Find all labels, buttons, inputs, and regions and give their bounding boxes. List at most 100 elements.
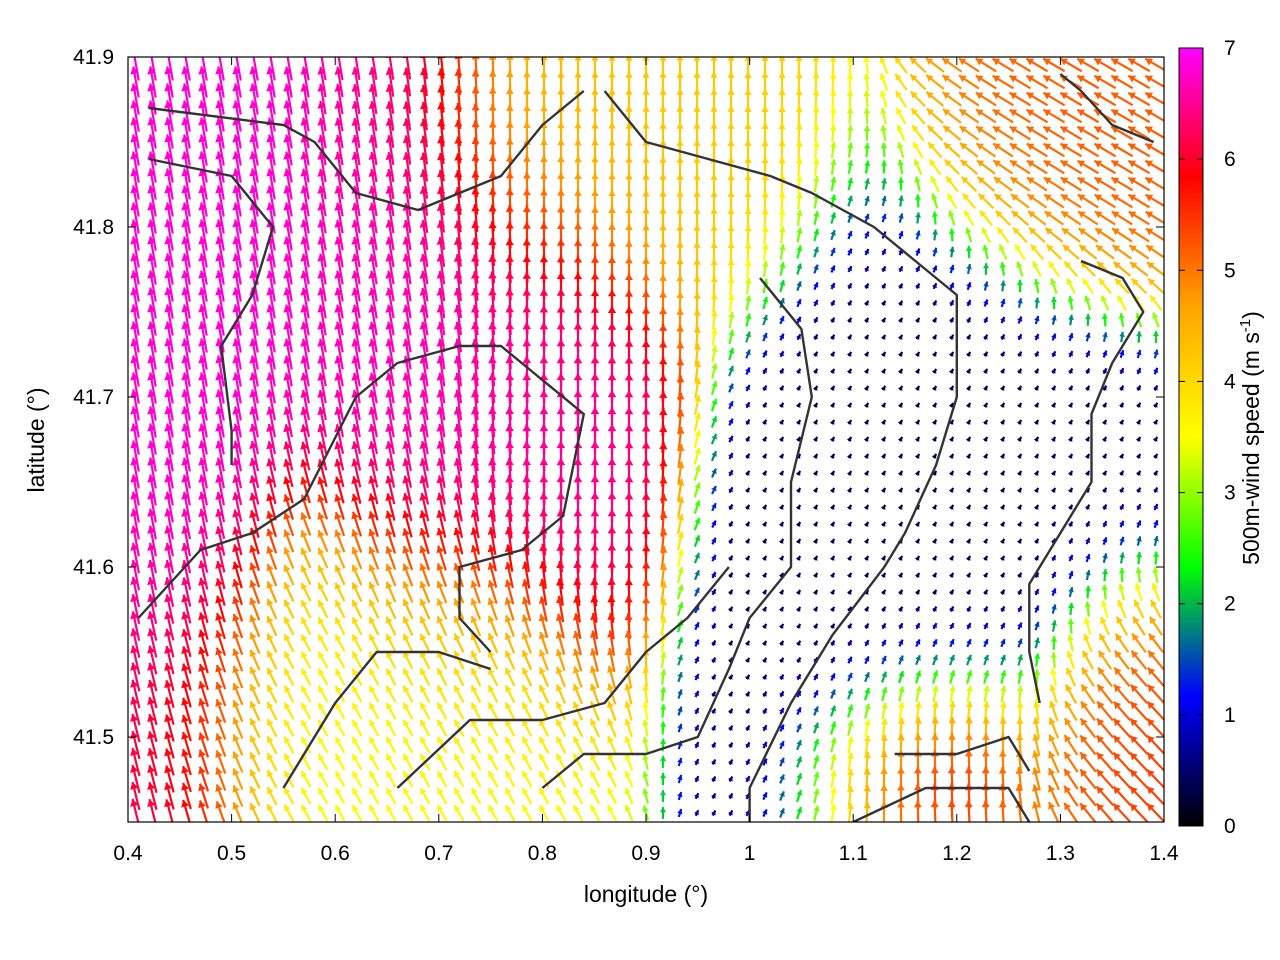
wind-arrow xyxy=(385,118,395,148)
wind-arrow xyxy=(402,169,412,199)
wind-arrow xyxy=(249,100,259,132)
wind-arrow xyxy=(1042,125,1066,141)
wind-arrow xyxy=(958,57,980,73)
wind-arrow xyxy=(958,91,980,107)
wind-arrow xyxy=(812,57,820,75)
wind-arrow xyxy=(300,151,310,183)
wind-arrow xyxy=(351,134,361,166)
wind-arrow xyxy=(130,185,140,217)
wind-arrow xyxy=(283,83,293,115)
wind-arrow xyxy=(778,140,786,160)
wind-arrow xyxy=(879,90,888,108)
wind-arrow xyxy=(351,117,361,149)
wind-arrow xyxy=(863,73,871,91)
wind-arrow xyxy=(894,90,908,108)
wind-arrow xyxy=(1008,74,1032,90)
wind-arrow xyxy=(1042,108,1066,124)
wind-arrow xyxy=(130,83,140,115)
wind-arrow xyxy=(266,168,276,200)
wind-arrow xyxy=(1060,176,1082,192)
x-tick-label: 0.9 xyxy=(631,842,660,865)
wind-arrow xyxy=(881,195,887,207)
wind-arrow xyxy=(198,202,208,234)
wind-arrow xyxy=(977,192,995,210)
wind-arrow xyxy=(812,123,820,143)
wind-arrow xyxy=(1093,91,1117,107)
wind-arrow xyxy=(911,124,925,142)
wind-arrow xyxy=(910,90,926,108)
wind-arrow xyxy=(975,91,997,107)
wind-arrow xyxy=(992,159,1014,175)
wind-arrow xyxy=(181,66,191,98)
x-tick-label: 0.6 xyxy=(321,842,350,865)
wind-arrow xyxy=(927,141,943,159)
wind-arrow xyxy=(334,185,344,217)
wind-arrow xyxy=(1110,159,1134,175)
wind-arrow xyxy=(894,73,908,91)
y-axis-label: latitude (°) xyxy=(23,387,49,492)
wind-arrow xyxy=(864,160,871,174)
wind-arrow xyxy=(829,57,837,75)
wind-arrow xyxy=(283,185,293,217)
wind-arrow xyxy=(368,117,378,149)
y-tick-label: 41.7 xyxy=(73,386,114,409)
x-tick-label: 0.7 xyxy=(424,842,453,865)
wind-arrow xyxy=(1127,125,1151,141)
wind-arrow xyxy=(1025,108,1049,124)
wind-arrow xyxy=(317,185,327,217)
wind-arrow xyxy=(1093,176,1117,192)
wind-arrow xyxy=(164,100,174,132)
wind-arrow xyxy=(317,100,327,132)
wind-arrow xyxy=(896,124,906,142)
wind-arrow xyxy=(283,117,293,149)
wind-arrow xyxy=(215,202,225,234)
wind-arrow xyxy=(1144,57,1164,71)
wind-arrow xyxy=(830,176,837,192)
wind-arrow xyxy=(943,142,961,158)
wind-arrow xyxy=(300,185,310,217)
wind-arrow xyxy=(1009,159,1031,175)
colorbar-label-end: ) xyxy=(1238,311,1264,319)
wind-arrow xyxy=(1127,176,1151,192)
wind-arrow xyxy=(744,139,752,161)
wind-arrow xyxy=(266,66,276,98)
wind-arrow xyxy=(1110,91,1134,107)
wind-arrow xyxy=(181,83,191,115)
wind-arrow xyxy=(992,125,1014,141)
wind-arrow xyxy=(942,91,962,107)
wind-arrow xyxy=(830,159,837,175)
wind-arrow xyxy=(317,117,327,149)
wind-arrow xyxy=(958,108,980,124)
wind-arrow xyxy=(1059,142,1083,158)
wind-arrow xyxy=(1127,91,1151,107)
wind-arrow xyxy=(992,108,1014,124)
wind-arrow xyxy=(402,185,412,217)
wind-arrow xyxy=(419,135,429,165)
colorbar-tick-label: 4 xyxy=(1224,370,1236,393)
wind-arrow xyxy=(147,66,157,98)
wind-arrow xyxy=(846,107,854,125)
wind-arrow xyxy=(1025,74,1049,90)
wind-arrow xyxy=(402,118,412,148)
wind-arrow xyxy=(368,168,378,200)
wind-arrow xyxy=(778,105,786,127)
wind-arrow xyxy=(232,100,242,132)
wind-arrow xyxy=(419,169,429,199)
wind-arrow xyxy=(1093,57,1117,73)
wind-arrow xyxy=(198,83,208,115)
wind-arrow xyxy=(300,134,310,166)
wind-arrow xyxy=(795,123,803,143)
wind-arrow xyxy=(351,151,361,183)
wind-arrow xyxy=(351,66,361,98)
wind-arrow xyxy=(910,107,926,125)
wind-arrow xyxy=(761,191,769,211)
wind-arrow xyxy=(385,168,395,200)
wind-arrow xyxy=(795,174,803,194)
wind-arrow xyxy=(198,134,208,166)
wind-arrow xyxy=(402,152,412,182)
wind-arrow xyxy=(926,108,944,124)
y-tick-label: 41.6 xyxy=(73,556,114,579)
wind-arrow xyxy=(215,66,225,98)
colorbar-label: 500m-wind speed (m s-1) xyxy=(1237,311,1264,565)
wind-arrow xyxy=(795,140,803,160)
